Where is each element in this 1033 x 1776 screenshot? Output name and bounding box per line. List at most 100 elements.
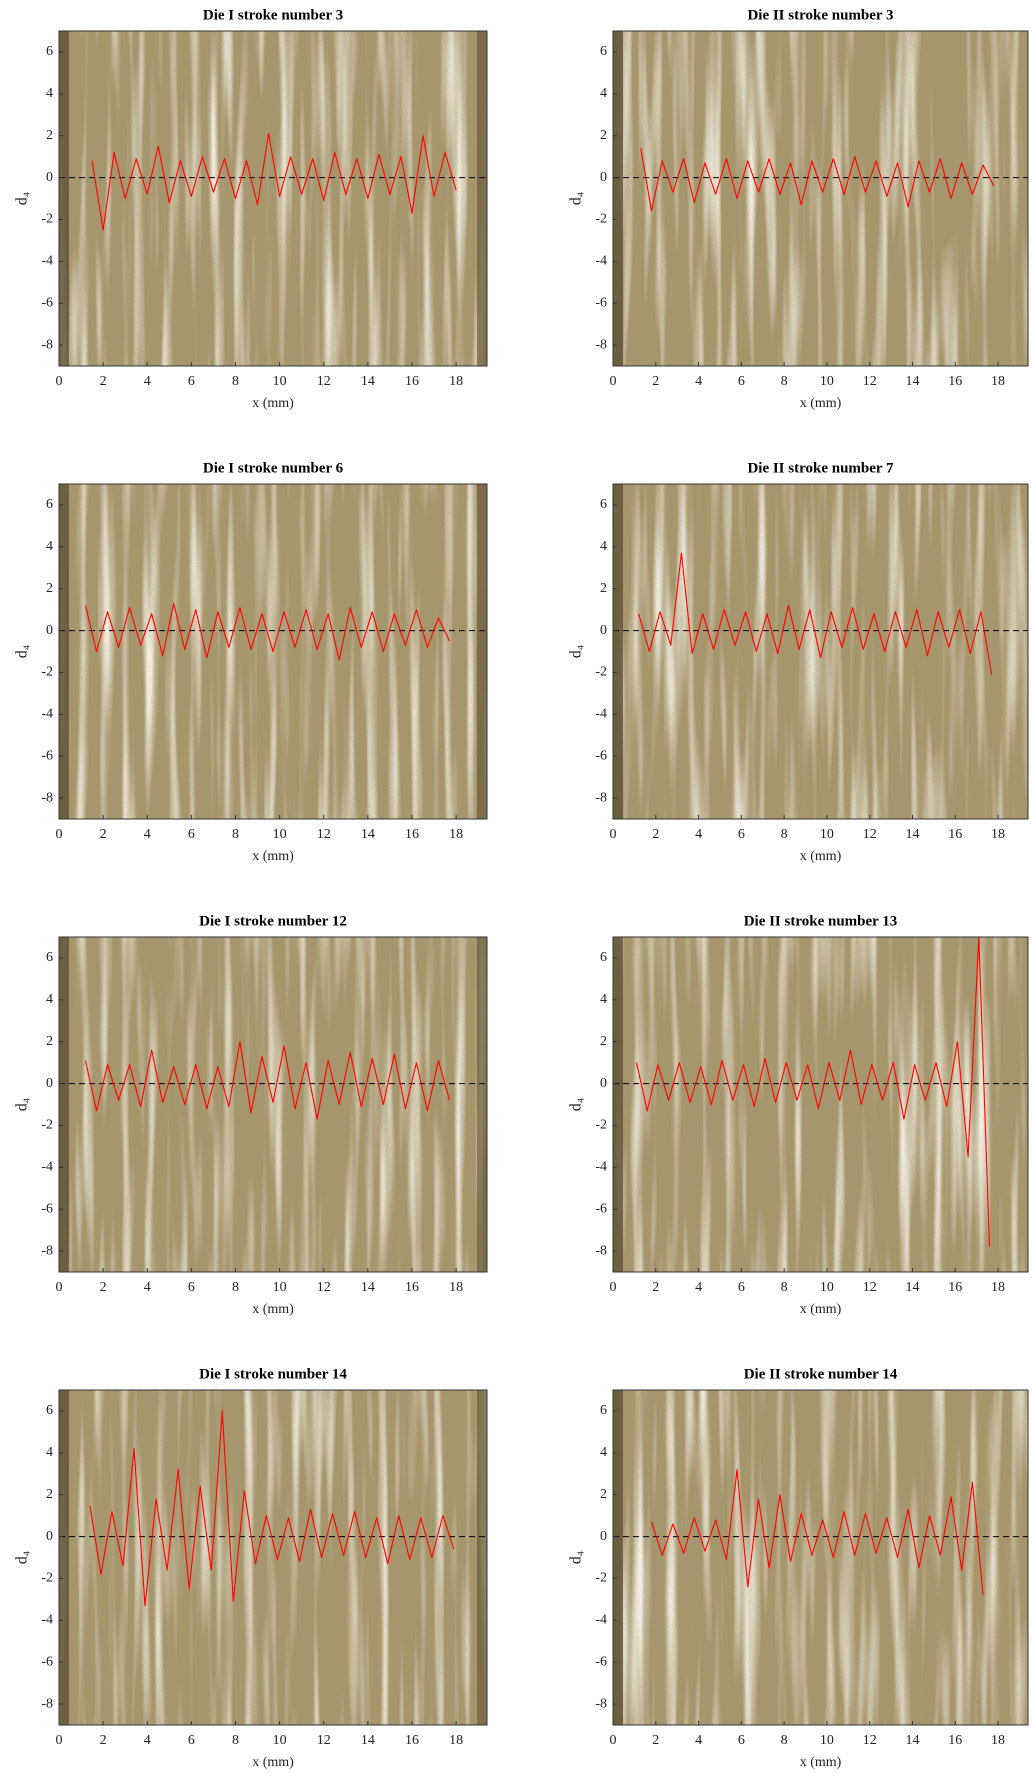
subplot: 0 2 4 6 8 10 12 14 16 18 -8 -6 -4 -2 0 2 4 6 Die II stroke… [568, 7, 1029, 411]
x-tick-label: 18 [449, 374, 463, 389]
x-tick-label: 4 [695, 374, 702, 389]
x-tick-label: 0 [610, 1280, 617, 1295]
x-tick-label: 0 [56, 1280, 63, 1295]
y-tick-label: -4 [41, 1613, 53, 1628]
y-tick-label: 2 [600, 1487, 607, 1502]
y-tick-label: -2 [41, 665, 53, 680]
x-axis-label: x (mm) [800, 849, 842, 864]
y-tick-label: -8 [595, 337, 607, 352]
y-tick-label: 2 [46, 1487, 53, 1502]
x-tick-label: 12 [317, 1733, 331, 1748]
y-axis-label: d₄ [14, 644, 31, 658]
subplot: 0 2 4 6 8 10 12 14 16 18 -8 -6 -4 -2 0 2 4 6 Die I stroke … [14, 460, 488, 864]
x-tick-label: 2 [652, 374, 659, 389]
x-tick-label: 2 [100, 1280, 107, 1295]
x-tick-label: 0 [610, 374, 617, 389]
y-tick-label: -6 [41, 295, 53, 310]
chart-title: Die I stroke number 3 [203, 7, 343, 23]
surface-edge [613, 484, 623, 819]
x-tick-label: 8 [232, 374, 239, 389]
x-tick-label: 10 [820, 1280, 834, 1295]
x-tick-label: 12 [863, 374, 877, 389]
x-axis-label: x (mm) [252, 1302, 294, 1317]
y-tick-label: -2 [595, 665, 607, 680]
y-tick-label: -2 [41, 1118, 53, 1133]
chart-title: Die II stroke number 13 [744, 913, 898, 929]
x-tick-label: 4 [695, 1280, 702, 1295]
x-tick-label: 4 [144, 1280, 151, 1295]
x-tick-label: 18 [449, 1733, 463, 1748]
x-tick-label: 14 [905, 1733, 919, 1748]
axes-frame [58, 1389, 488, 1726]
surface-specks [613, 1390, 1028, 1725]
x-tick-label: 16 [948, 1733, 962, 1748]
data-line [89, 1410, 455, 1607]
x-tick-label: 16 [405, 1733, 419, 1748]
y-axis-label: d₄ [568, 644, 585, 658]
x-tick-label: 18 [991, 1733, 1005, 1748]
y-tick-label: 4 [600, 86, 607, 101]
data-line [650, 1469, 984, 1596]
y-tick-label: 4 [46, 1445, 53, 1460]
chart-title: Die II stroke number 3 [747, 7, 893, 23]
surface-specks [59, 937, 487, 1272]
chart-title: Die I stroke number 14 [199, 1366, 347, 1382]
x-tick-label: 12 [317, 1280, 331, 1295]
x-tick-label: 12 [863, 1280, 877, 1295]
x-tick-label: 4 [144, 827, 151, 842]
surface-specks [613, 484, 1028, 819]
x-tick-label: 4 [144, 1733, 151, 1748]
surface-edge [613, 1390, 623, 1725]
y-tick-label: 0 [600, 1529, 607, 1544]
x-tick-label: 6 [738, 1280, 745, 1295]
x-tick-label: 18 [991, 374, 1005, 389]
x-tick-label: 10 [820, 374, 834, 389]
y-tick-label: -4 [41, 254, 53, 269]
subplot: 0 2 4 6 8 10 12 14 16 18 -8 -6 -4 -2 0 2 4 6 Die I stroke … [14, 7, 488, 411]
axes-frame [58, 936, 488, 1273]
x-tick-label: 18 [991, 1280, 1005, 1295]
y-tick-label: -8 [595, 790, 607, 805]
subplot: 0 2 4 6 8 10 12 14 16 18 -8 -6 -4 -2 0 2 4 6 Die II stroke… [568, 913, 1029, 1317]
y-tick-label: 0 [600, 170, 607, 185]
x-tick-label: 0 [56, 827, 63, 842]
x-tick-label: 14 [905, 1280, 919, 1295]
y-tick-label: -6 [41, 1654, 53, 1669]
y-tick-label: -8 [41, 1243, 53, 1258]
axes-frame [612, 30, 1029, 367]
surface-edge [59, 31, 69, 366]
y-tick-label: -2 [41, 212, 53, 227]
x-tick-label: 6 [188, 1733, 195, 1748]
y-tick-label: 4 [46, 86, 53, 101]
y-tick-label: 4 [46, 539, 53, 554]
y-tick-label: 0 [46, 1076, 53, 1091]
data-line [640, 148, 995, 212]
x-tick-label: 2 [100, 827, 107, 842]
y-tick-label: 4 [600, 1445, 607, 1460]
x-tick-label: 0 [56, 1733, 63, 1748]
y-tick-label: 0 [46, 623, 53, 638]
y-tick-label: 6 [46, 950, 53, 965]
x-tick-label: 18 [991, 827, 1005, 842]
x-tick-label: 18 [449, 1280, 463, 1295]
y-axis-label: d₄ [568, 191, 585, 205]
x-axis-label: x (mm) [800, 396, 842, 411]
data-line [84, 602, 450, 661]
y-tick-label: -4 [595, 1160, 607, 1175]
y-tick-label: 6 [600, 950, 607, 965]
y-tick-label: 0 [600, 623, 607, 638]
x-tick-label: 14 [361, 827, 375, 842]
y-tick-label: 0 [46, 1529, 53, 1544]
y-axis-label: d₄ [14, 191, 31, 205]
surface-specks [613, 31, 1028, 366]
x-tick-label: 12 [863, 1733, 877, 1748]
surface-specks [59, 31, 487, 366]
y-tick-label: 2 [600, 581, 607, 596]
surface-specks [59, 1390, 487, 1725]
x-tick-label: 12 [317, 374, 331, 389]
y-tick-label: 6 [600, 44, 607, 59]
surface-specks [613, 937, 1028, 1272]
y-tick-label: -6 [41, 1201, 53, 1216]
y-tick-label: -4 [41, 1160, 53, 1175]
